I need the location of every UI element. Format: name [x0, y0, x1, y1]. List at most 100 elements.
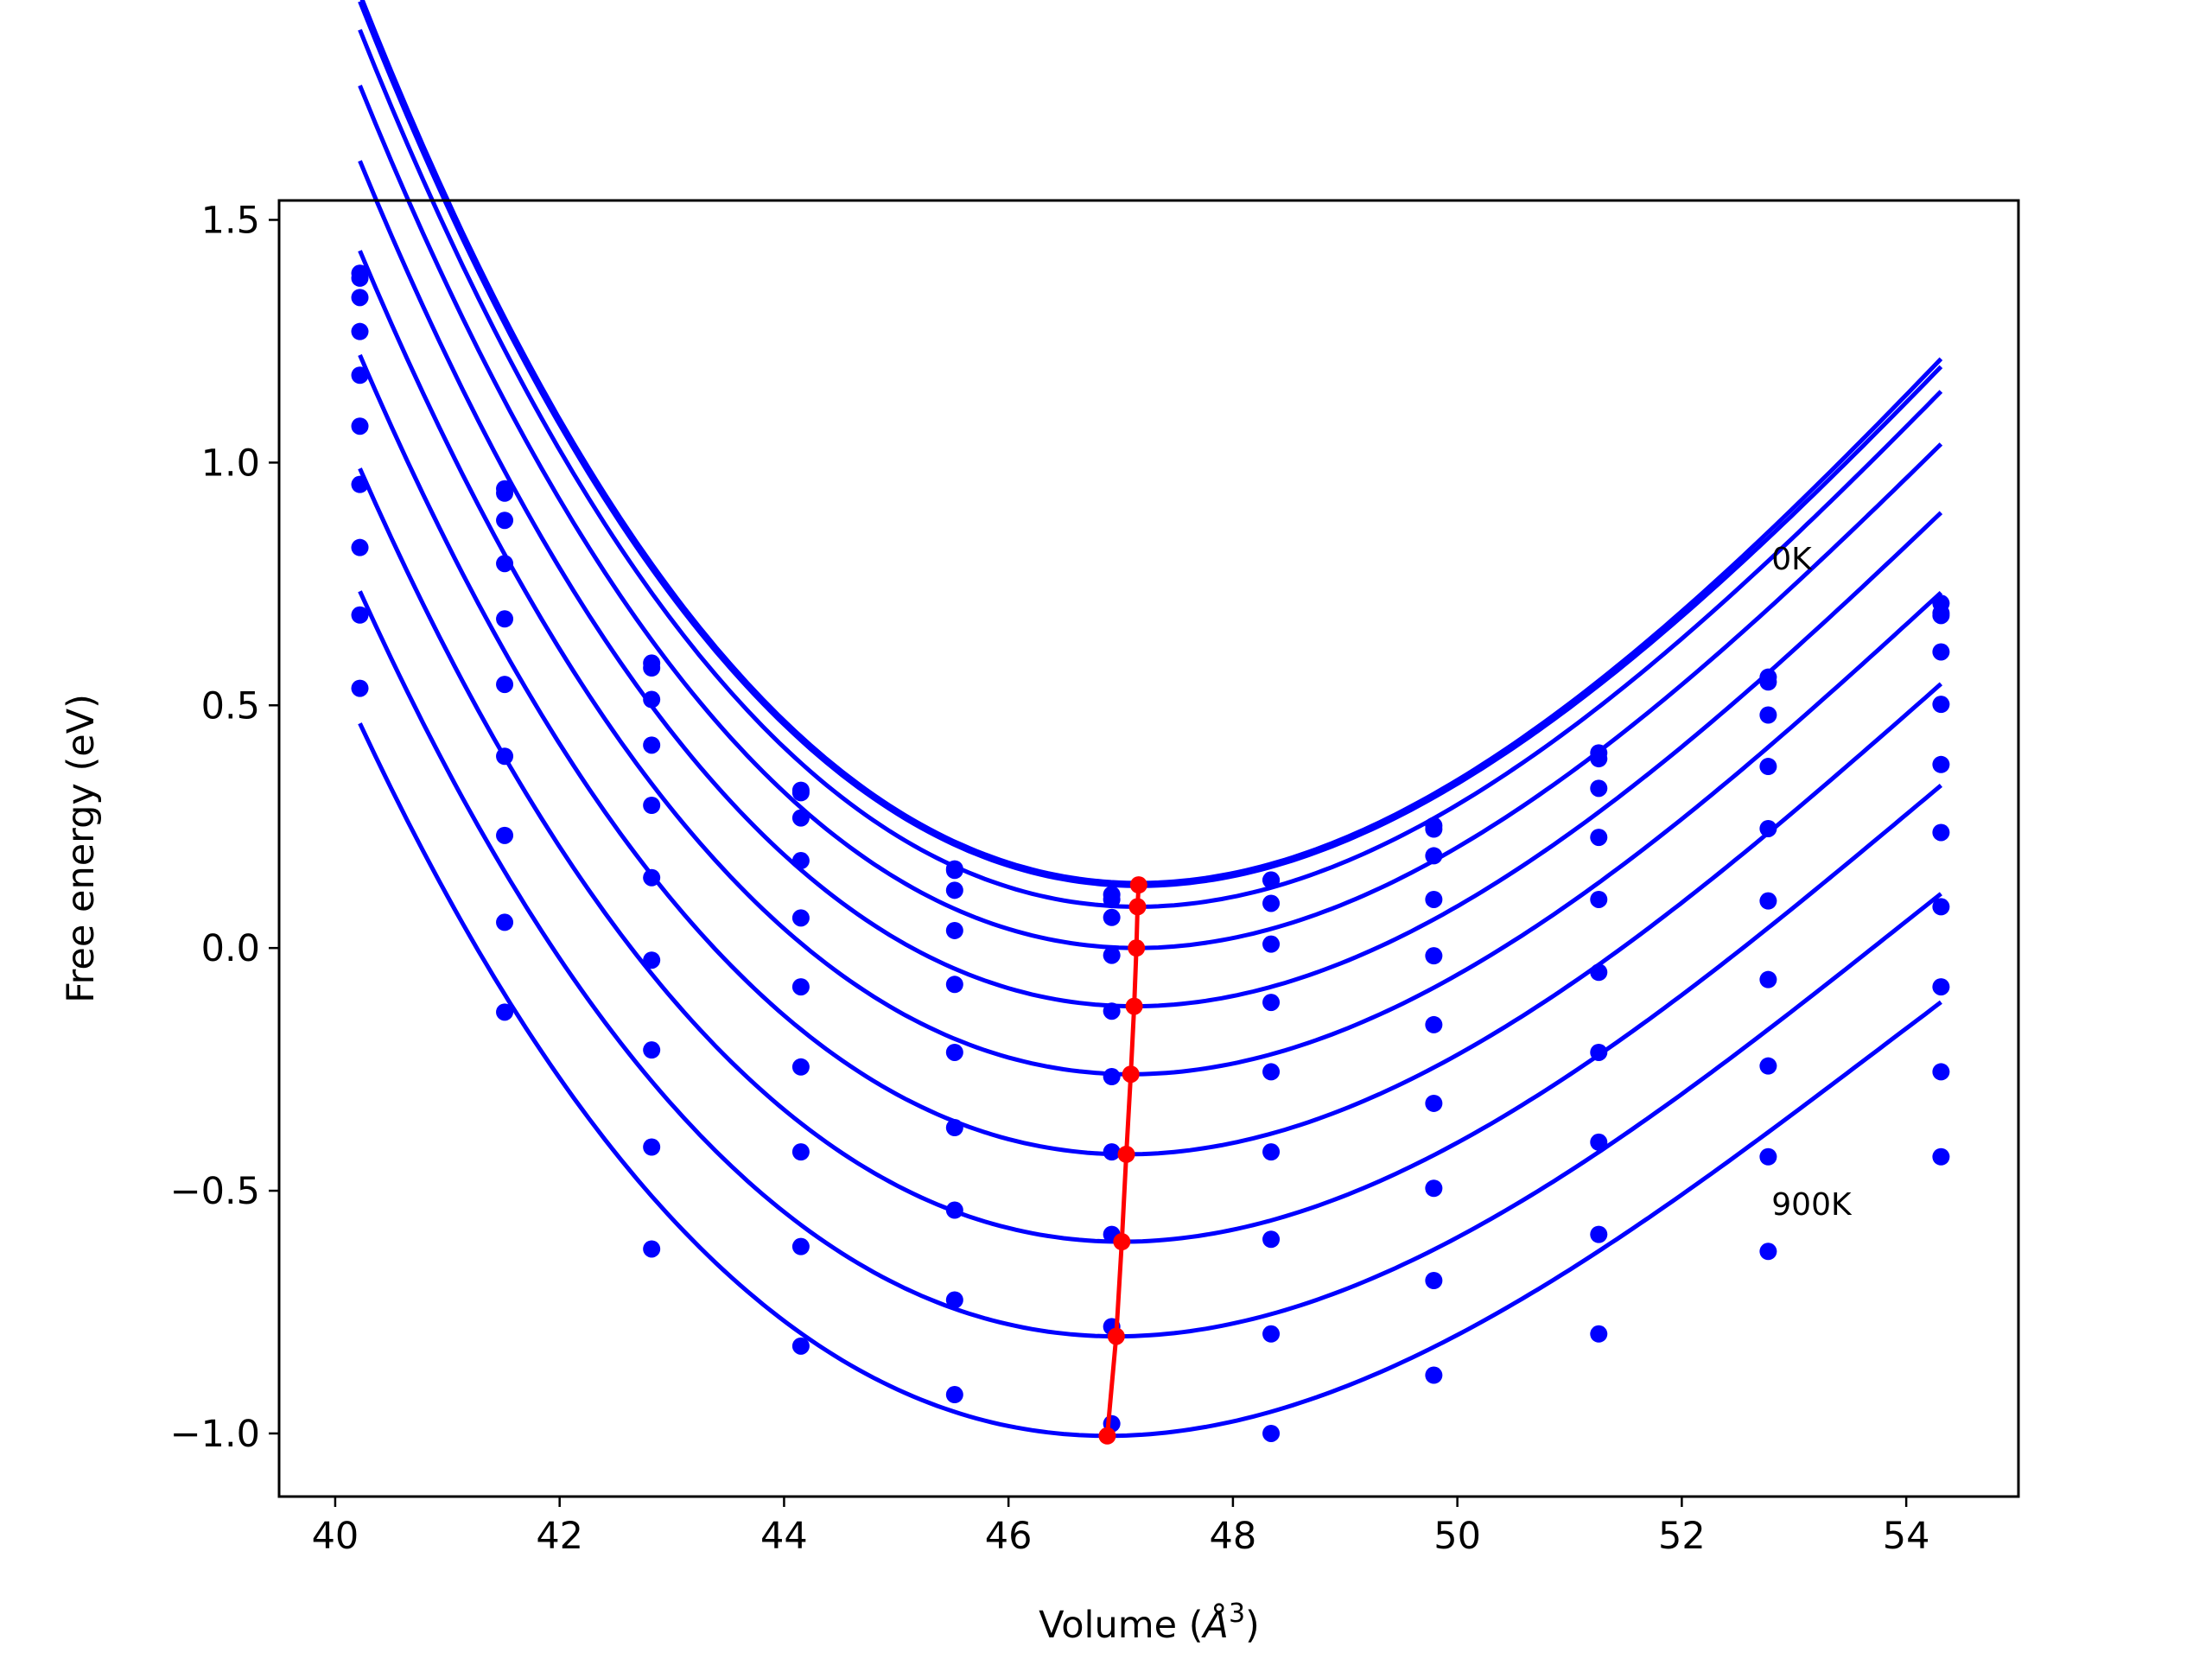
data-point-5-1	[496, 676, 514, 694]
data-point-7-2	[643, 1041, 661, 1059]
data-point-8-2	[643, 1138, 661, 1156]
minimum-point-1	[1128, 898, 1147, 916]
data-point-9-10	[1932, 1063, 1950, 1081]
fit-curve-8	[358, 590, 1942, 1339]
data-point-9-7	[1425, 1366, 1443, 1384]
annotation-0k: 0K	[1771, 542, 1813, 577]
data-point-6-4	[945, 1119, 963, 1137]
data-point-4-1	[496, 610, 514, 628]
x-tick-label-4: 48	[1210, 1515, 1257, 1558]
data-point-3-0	[351, 322, 369, 340]
data-point-9-8	[1590, 1325, 1608, 1343]
data-point-9-4	[945, 1386, 963, 1404]
minimum-point-4	[1122, 1065, 1140, 1084]
axes-frame	[277, 199, 2020, 1498]
y-tick-label-1: −0.5	[170, 1170, 260, 1213]
minimum-point-3	[1125, 997, 1143, 1015]
data-point-3-10	[1932, 643, 1950, 661]
data-point-2-8	[1590, 779, 1608, 798]
data-point-3-5	[1103, 946, 1121, 964]
data-point-2-9	[1759, 706, 1777, 724]
data-point-7-1	[496, 826, 514, 844]
data-point-8-6	[1262, 1325, 1281, 1343]
x-tick-label-2: 44	[760, 1515, 808, 1558]
data-point-2-6	[1262, 894, 1281, 912]
data-point-5-7	[1425, 1015, 1443, 1033]
fit-curve-7	[358, 467, 1943, 1244]
data-point-5-6	[1262, 1063, 1281, 1081]
data-point-2-2	[643, 690, 661, 709]
fit-curve-0	[359, 0, 1943, 886]
minimum-point-6	[1113, 1233, 1131, 1251]
data-point-3-6	[1262, 935, 1281, 953]
y-tick-label-3: 0.5	[201, 684, 260, 728]
data-point-4-8	[1590, 890, 1608, 908]
data-point-2-10	[1932, 607, 1950, 625]
data-point-6-10	[1932, 823, 1950, 842]
data-point-7-8	[1590, 1133, 1608, 1151]
data-point-5-0	[351, 417, 369, 435]
x-axis-label: Volume (Å3)	[1039, 1599, 1260, 1647]
data-point-8-3	[791, 1237, 810, 1255]
data-point-1-2	[643, 659, 661, 677]
data-point-extra-0	[1932, 1147, 1950, 1166]
data-point-6-2	[643, 951, 661, 969]
data-point-7-0	[351, 538, 369, 556]
data-point-5-3	[791, 978, 810, 996]
data-point-9-2	[643, 1240, 661, 1258]
data-point-6-9	[1759, 970, 1777, 988]
data-point-8-7	[1425, 1272, 1443, 1289]
data-point-7-7	[1425, 1179, 1443, 1198]
data-point-8-8	[1590, 1225, 1608, 1243]
data-point-7-9	[1759, 1057, 1777, 1075]
data-point-2-1	[496, 512, 514, 530]
data-point-4-10	[1932, 696, 1950, 714]
data-point-4-5	[1103, 1002, 1121, 1020]
minimum-point-8	[1098, 1427, 1116, 1445]
data-point-3-2	[643, 736, 661, 754]
data-point-8-1	[496, 913, 514, 931]
x-tick-label-5: 50	[1433, 1515, 1481, 1558]
data-point-8-4	[945, 1291, 963, 1309]
data-point-4-0	[351, 366, 369, 385]
data-point-9-6	[1262, 1424, 1281, 1442]
data-point-1-0	[351, 269, 369, 287]
data-point-8-9	[1759, 1147, 1777, 1166]
data-point-7-6	[1262, 1230, 1281, 1249]
fit-curve-2	[358, 29, 1943, 909]
data-point-4-6	[1262, 994, 1281, 1012]
axis-ticks: 40 42 44 46 48 50 52 54 −1.0 −0.5 0.0 0.5 1.0 1.5	[170, 199, 1930, 1558]
data-point-8-10	[1932, 978, 1950, 996]
minimum-point-0	[1129, 876, 1147, 894]
data-point-6-7	[1425, 1094, 1443, 1112]
data-point-3-7	[1425, 890, 1443, 908]
y-tick-label-4: 1.0	[201, 442, 260, 485]
x-tick-label-3: 46	[985, 1515, 1033, 1558]
data-point-8-0	[351, 606, 369, 624]
data-point-6-6	[1262, 1143, 1281, 1161]
data-point-9-0	[351, 679, 369, 697]
minimum-point-5	[1117, 1145, 1135, 1163]
data-point-9-1	[496, 1003, 514, 1021]
data-point-1-1	[496, 484, 514, 502]
data-point-3-4	[945, 921, 963, 939]
data-point-6-3	[791, 1058, 810, 1076]
x-tick-label-1: 42	[536, 1515, 583, 1558]
data-point-2-5	[1103, 908, 1121, 926]
minimum-point-2	[1128, 939, 1146, 957]
data-point-4-3	[791, 909, 810, 927]
data-point-6-5	[1103, 1143, 1121, 1161]
fit-curve-9	[358, 722, 1942, 1439]
data-point-1-7	[1425, 820, 1443, 838]
minimum-point-7	[1107, 1327, 1125, 1345]
fit-curve-3	[358, 85, 1943, 950]
data-point-3-8	[1590, 829, 1608, 847]
y-tick-label-2: 0.0	[201, 927, 260, 970]
data-point-9-3	[791, 1337, 810, 1355]
data-point-5-9	[1759, 892, 1777, 910]
y-axis-label: Free energy (eV)	[60, 694, 103, 1003]
x-tick-label-6: 52	[1658, 1515, 1706, 1558]
data-point-4-4	[945, 976, 963, 994]
data-point-1-3	[791, 784, 810, 802]
